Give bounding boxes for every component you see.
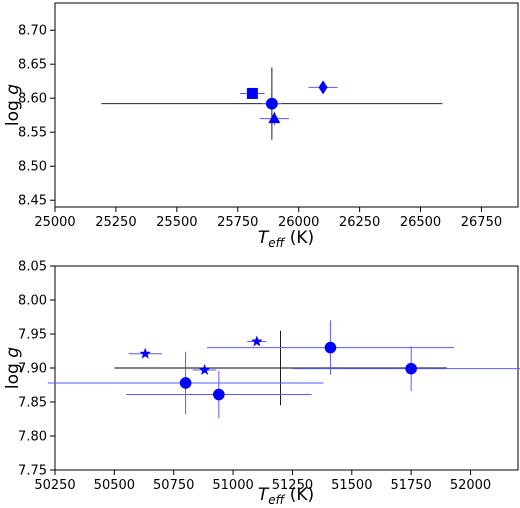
x-tick-label-top: 26000 (278, 215, 319, 230)
y-tick-label-bottom: 8.05 (18, 260, 47, 275)
chart-panel-top: 25000 25250 25500 25750 26000 26250 26500 26750… (3, 2, 519, 250)
x-tick-label-top: 26500 (400, 215, 441, 230)
x-tick-label-bottom: 50250 (34, 478, 75, 493)
y-tick-label-bottom: 7.95 (18, 328, 47, 343)
y-tick-label-top: 8.65 (18, 58, 47, 73)
x-tick-label-bottom: 51000 (212, 478, 253, 493)
y-axis-ticks-top: 8.45 8.50 8.55 8.60 8.65 8.70 (18, 24, 55, 209)
y-tick-label-bottom: 7.90 (18, 362, 47, 377)
y-axis-label-bottom: log g (3, 347, 23, 389)
x-tick-label-top: 25500 (156, 215, 197, 230)
x-tick-label-top: 25750 (217, 215, 258, 230)
data-point-star (251, 335, 263, 347)
y-tick-label-top: 8.60 (18, 92, 47, 107)
y-tick-label-top: 8.45 (18, 194, 47, 209)
x-tick-label-top: 26750 (461, 215, 502, 230)
x-axis-ticks-bottom: 50250 50500 50750 51000 51250 51500 51750 52000 (34, 470, 491, 493)
x-axis-label-bottom: Teff (K) (258, 485, 314, 507)
x-tick-label-top: 25000 (34, 215, 75, 230)
y-axis-ticks-bottom: 7.75 7.80 7.85 7.90 7.95 8.00 8.05 (18, 260, 55, 479)
x-axis-label-top: Teff (K) (258, 228, 314, 250)
data-point-star (198, 364, 211, 375)
data-point-circle (405, 362, 417, 375)
data-point-triangle (268, 112, 281, 124)
data-point-circle (266, 97, 278, 110)
y-tick-label-top: 8.55 (18, 126, 47, 141)
y-tick-label-bottom: 7.85 (18, 396, 47, 411)
data-point-star (139, 347, 151, 359)
y-tick-label-bottom: 7.80 (18, 430, 47, 445)
x-axis-ticks-top: 25000 25250 25500 25750 26000 26250 26500 26750 (34, 207, 502, 230)
data-point-circle (213, 388, 225, 401)
x-tick-label-top: 26250 (339, 215, 380, 230)
chart-panel-bottom: 50250 50500 50750 51000 51250 51500 51750 52000… (3, 260, 520, 507)
data-point-diamond (318, 80, 328, 95)
x-tick-label-top: 25250 (95, 215, 136, 230)
x-tick-label-bottom: 51250 (272, 478, 313, 493)
x-tick-label-bottom: 50750 (153, 478, 194, 493)
data-point-circle (179, 377, 192, 389)
y-tick-label-top: 8.70 (18, 24, 47, 39)
y-tick-label-bottom: 8.00 (18, 294, 47, 309)
x-tick-label-bottom: 51750 (390, 478, 431, 493)
x-tick-label-bottom: 51500 (331, 478, 372, 493)
data-point-circle (324, 341, 337, 354)
x-tick-label-bottom: 52000 (450, 478, 491, 493)
y-axis-label-top: log g (3, 84, 23, 126)
data-marks-top (101, 67, 443, 140)
x-tick-label-bottom: 50500 (94, 478, 135, 493)
plot-area-top (54, 2, 519, 208)
y-tick-label-bottom: 7.75 (18, 464, 47, 479)
y-tick-label-top: 8.50 (18, 160, 47, 175)
data-point-square (246, 87, 258, 99)
data-marks-bottom (47, 320, 520, 419)
